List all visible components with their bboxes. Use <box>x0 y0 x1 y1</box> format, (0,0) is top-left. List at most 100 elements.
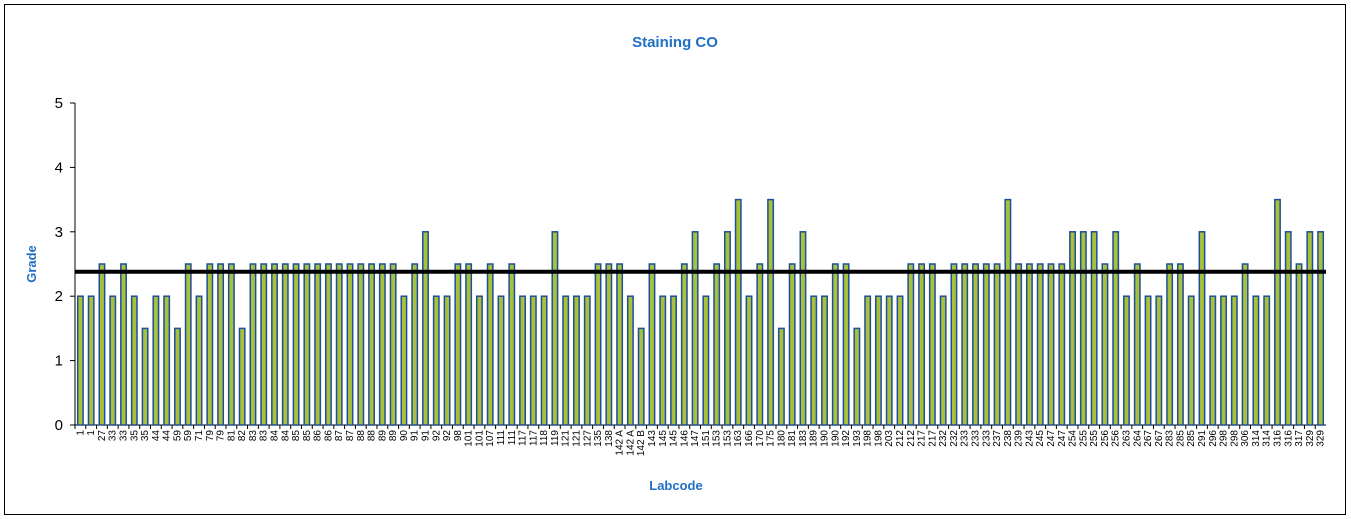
bar <box>109 295 117 426</box>
bar <box>605 263 613 426</box>
bar <box>141 327 149 426</box>
x-tick-label: 203 <box>884 430 895 447</box>
x-tick-label: 146 <box>679 430 690 447</box>
x-tick-label: 1 <box>86 430 97 436</box>
x-tick-label: 329 <box>1305 430 1316 447</box>
bar <box>1112 231 1120 426</box>
bar <box>529 295 537 426</box>
bar <box>130 295 138 426</box>
x-tick-label: 44 <box>162 430 173 442</box>
x-tick-label: 88 <box>356 430 367 442</box>
x-tick-label: 91 <box>420 430 431 442</box>
bar <box>260 263 268 426</box>
x-tick-label: 314 <box>1262 430 1273 447</box>
bar <box>777 327 785 426</box>
bar <box>238 327 246 426</box>
bar <box>907 263 915 426</box>
x-tick-label: 254 <box>1068 430 1079 447</box>
bar <box>1004 198 1012 426</box>
bar <box>1317 231 1325 426</box>
x-tick-label: 1 <box>75 430 86 436</box>
bar <box>368 263 376 426</box>
bar <box>1133 263 1141 426</box>
x-tick-label: 217 <box>927 430 938 447</box>
bar <box>465 263 473 426</box>
x-tick-label: 238 <box>1003 430 1014 447</box>
x-tick-label: 243 <box>1024 430 1035 447</box>
bar <box>303 263 311 426</box>
bar <box>756 263 764 426</box>
bar <box>486 263 494 426</box>
x-tick-label: 181 <box>787 430 798 447</box>
x-tick-label: 316 <box>1272 430 1283 447</box>
x-tick-label: 314 <box>1251 430 1262 447</box>
bar <box>249 263 257 426</box>
bar <box>508 263 516 426</box>
x-tick-label: 35 <box>140 430 151 442</box>
bar <box>195 295 203 426</box>
bar <box>961 263 969 426</box>
x-tick-label: 142 A <box>625 430 636 456</box>
x-tick-label: 81 <box>226 430 237 442</box>
bar <box>1274 198 1281 426</box>
x-tick-label: 232 <box>938 430 949 447</box>
y-tick-label: 0 <box>55 417 63 434</box>
x-tick-label: 263 <box>1121 430 1132 447</box>
bar <box>788 263 796 426</box>
bar <box>691 231 699 426</box>
bar <box>1209 295 1217 426</box>
bar <box>724 231 731 426</box>
x-tick-label: 170 <box>755 430 766 447</box>
bar <box>475 295 483 426</box>
x-tick-label: 147 <box>690 430 701 447</box>
bar <box>874 295 882 426</box>
x-tick-label: 119 <box>550 430 561 446</box>
x-tick-label: 180 <box>776 430 787 447</box>
x-tick-label: 267 <box>1143 430 1154 447</box>
x-tick-label: 190 <box>830 430 841 447</box>
x-tick-label: 87 <box>334 430 345 442</box>
x-tick-label: 82 <box>237 430 248 442</box>
bar <box>562 295 570 426</box>
x-tick-label: 84 <box>270 430 281 442</box>
bar <box>292 263 300 426</box>
x-tick-label: 212 <box>895 430 906 447</box>
x-tick-label: 163 <box>733 430 744 447</box>
bar <box>540 295 548 426</box>
x-tick-label: 247 <box>1046 430 1057 447</box>
bar <box>378 263 386 426</box>
bar <box>896 295 904 426</box>
x-tick-label: 85 <box>302 430 313 442</box>
bar <box>1187 295 1195 426</box>
x-tick-label: 190 <box>820 430 831 447</box>
bar <box>1263 295 1271 426</box>
bar <box>821 295 828 426</box>
x-tick-label: 92 <box>442 430 453 442</box>
x-tick-label: 89 <box>388 430 399 442</box>
x-tick-label: 329 <box>1316 430 1327 447</box>
bar <box>972 263 979 426</box>
x-tick-label: 89 <box>377 430 388 442</box>
x-tick-label: 121 <box>561 430 572 447</box>
x-tick-label: 189 <box>809 430 820 447</box>
x-axis-title: Labcode <box>649 478 702 493</box>
bar <box>713 263 721 426</box>
x-tick-label: 84 <box>280 430 291 442</box>
bar <box>1284 231 1292 426</box>
bar <box>422 231 429 426</box>
bar <box>680 263 688 426</box>
bar <box>583 295 591 426</box>
bar <box>616 263 624 426</box>
bar <box>98 263 106 426</box>
bar <box>346 263 354 426</box>
x-tick-label: 33 <box>119 430 130 442</box>
x-tick-label: 101 <box>464 430 475 447</box>
x-tick-label: 256 <box>1100 430 1111 447</box>
x-tick-label: 101 <box>474 430 485 447</box>
bar <box>519 295 527 426</box>
bar <box>184 263 192 426</box>
bar <box>1155 295 1163 426</box>
x-tick-label: 88 <box>367 430 378 442</box>
bar <box>1241 263 1249 426</box>
